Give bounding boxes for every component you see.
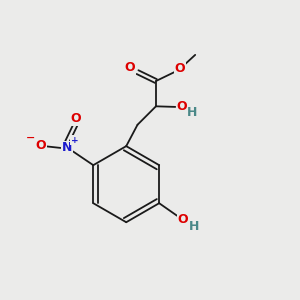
Text: O: O bbox=[36, 139, 46, 152]
Text: O: O bbox=[174, 62, 185, 75]
Text: H: H bbox=[188, 220, 199, 233]
Text: O: O bbox=[71, 112, 81, 125]
Text: N: N bbox=[62, 141, 72, 154]
Text: O: O bbox=[178, 213, 188, 226]
Text: +: + bbox=[71, 136, 79, 145]
Text: −: − bbox=[26, 133, 35, 143]
Text: O: O bbox=[125, 61, 135, 74]
Text: O: O bbox=[176, 100, 187, 113]
Text: H: H bbox=[187, 106, 198, 119]
